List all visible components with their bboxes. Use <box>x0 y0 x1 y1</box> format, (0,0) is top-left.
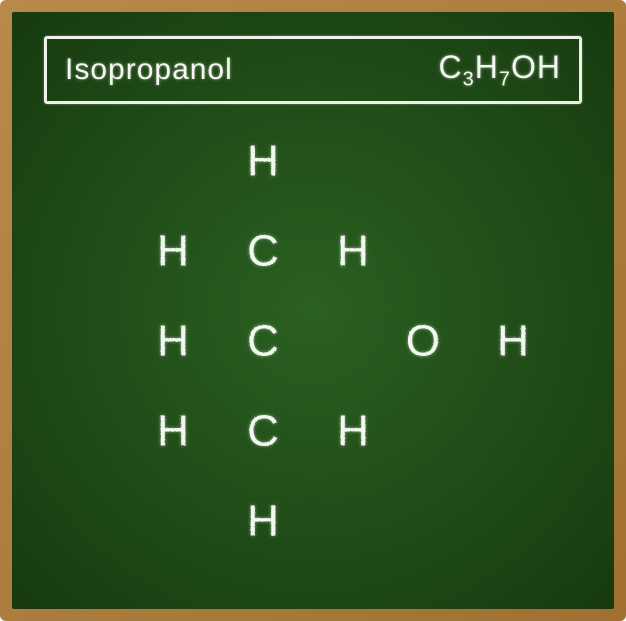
atom-label: H <box>337 407 369 456</box>
atom-label: C <box>247 317 279 366</box>
atom-label: H <box>247 497 279 546</box>
compound-name: Isopropanol <box>65 53 233 87</box>
atoms-group: HHCHHCOHHCHH <box>157 137 529 546</box>
chalkboard: Isopropanol C3H7OH HHCHHCOHHCHH <box>12 12 614 609</box>
atom-label: H <box>157 317 189 366</box>
atom-label: H <box>157 407 189 456</box>
structural-formula: HHCHHCOHHCHH <box>63 124 563 564</box>
atom-label: O <box>406 317 440 366</box>
atom-label: H <box>337 227 369 276</box>
atom-label: H <box>247 137 279 186</box>
atom-label: H <box>157 227 189 276</box>
title-box: Isopropanol C3H7OH <box>44 36 582 104</box>
board-frame: Isopropanol C3H7OH HHCHHCOHHCHH <box>0 0 626 621</box>
atom-label: C <box>247 227 279 276</box>
atom-label: C <box>247 407 279 456</box>
atom-label: H <box>497 317 529 366</box>
molecular-formula: C3H7OH <box>439 49 561 91</box>
